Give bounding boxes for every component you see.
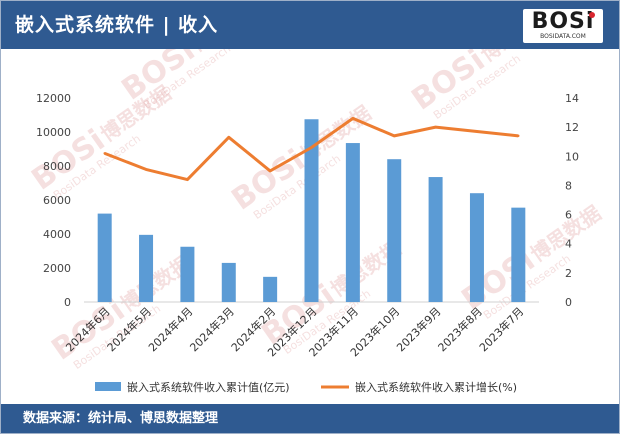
growth-point (103, 152, 106, 155)
y-left-tick-label: 0 (64, 296, 71, 309)
growth-point (144, 168, 148, 171)
bar (221, 262, 236, 302)
growth-point (227, 136, 230, 139)
y-left-tick-label: 12000 (36, 92, 71, 105)
bar (428, 177, 443, 302)
bar (263, 276, 278, 302)
footer-bar: 数据来源：统计局、博思数据整理 (1, 404, 619, 433)
legend-bar-swatch (95, 382, 121, 391)
growth-point (351, 117, 355, 120)
y-left-tick-label: 2000 (43, 262, 71, 275)
growth-point (186, 178, 189, 181)
y-right-tick-label: 12 (565, 121, 579, 134)
bar (469, 193, 484, 302)
y-left-tick-label: 4000 (43, 228, 71, 241)
header-bar: 嵌入式系统软件 | 收入 BOSi BOSIDATA.COM (1, 1, 619, 49)
y-left-tick-label: 6000 (43, 194, 71, 207)
data-source-note: 数据来源：统计局、博思数据整理 (23, 411, 219, 426)
y-right-tick-label: 4 (565, 238, 572, 251)
y-right-tick-label: 6 (565, 209, 572, 222)
bar (180, 246, 195, 302)
bar (387, 159, 402, 302)
growth-point (268, 169, 272, 173)
bar (345, 143, 360, 302)
legend-bar-label: 嵌入式系统软件收入累计值(亿元) (127, 380, 290, 394)
y-right-tick-label: 8 (565, 179, 572, 192)
logo-text: BOSi (531, 9, 595, 34)
logo-dot-icon (589, 12, 595, 18)
y-left-tick-label: 8000 (43, 160, 71, 173)
growth-point (393, 134, 396, 138)
growth-point (475, 130, 479, 133)
y-right-tick-label: 0 (565, 296, 572, 309)
legend-line-label: 嵌入式系统软件收入累计增长(%) (355, 380, 517, 394)
y-right-tick-label: 14 (565, 92, 579, 105)
y-left-tick-label: 10000 (36, 126, 71, 139)
page-title: 嵌入式系统软件 | 收入 (15, 14, 219, 36)
bar (97, 213, 112, 302)
bar (304, 119, 319, 302)
y-right-tick-label: 10 (565, 150, 579, 163)
bar (139, 234, 154, 302)
brand-logo: BOSi BOSIDATA.COM (523, 9, 603, 43)
bar (511, 207, 526, 302)
y-right-tick-label: 2 (565, 267, 572, 280)
growth-point (434, 125, 437, 129)
growth-point (517, 134, 520, 138)
logo-subtext: BOSIDATA.COM (540, 33, 586, 40)
growth-point (310, 146, 313, 149)
